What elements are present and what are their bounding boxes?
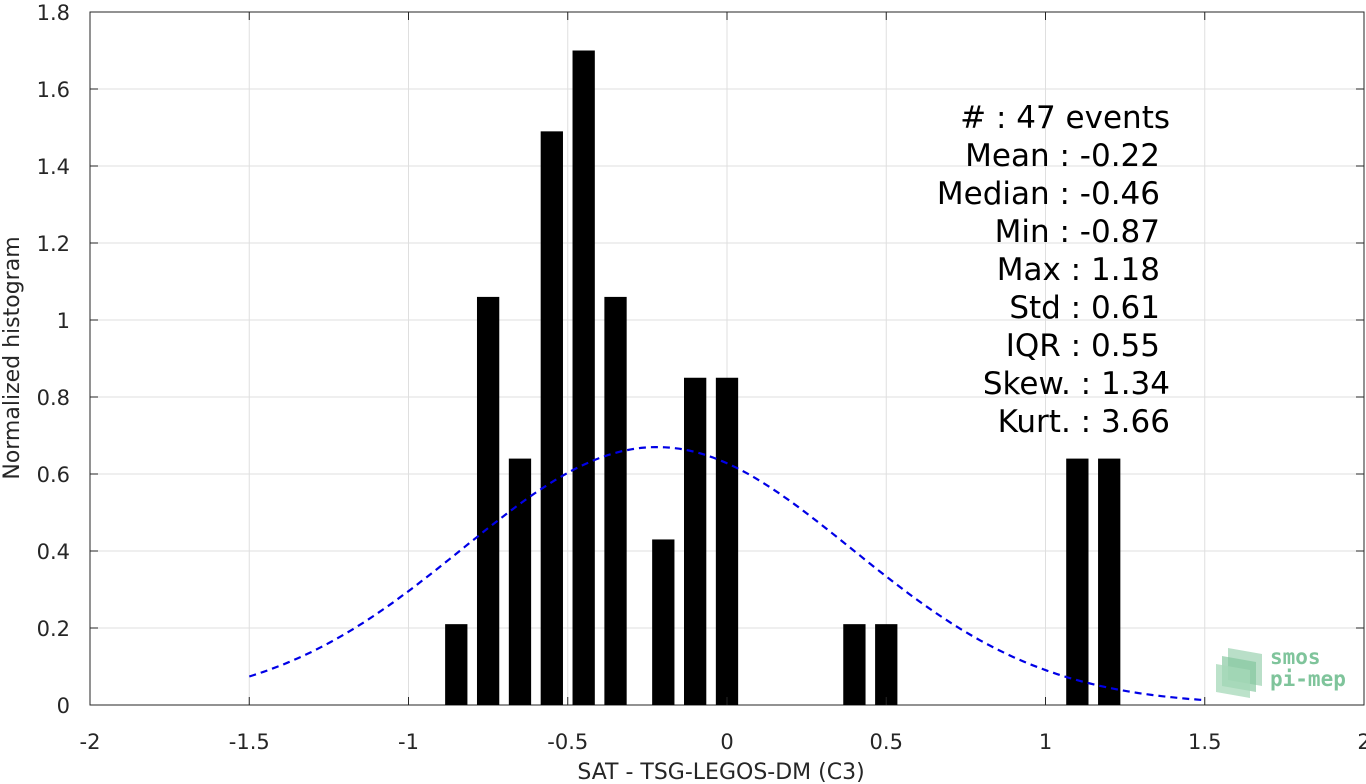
y-tick-label: 0.8 bbox=[37, 386, 70, 410]
stat-line: Kurt. : 3.66 bbox=[998, 404, 1170, 440]
x-tick-label: 1.5 bbox=[1188, 730, 1221, 754]
histogram-bar bbox=[1066, 458, 1089, 705]
y-axis-ticks: 0 0.2 0.4 0.6 0.8 1 1.2 1.4 1.6 1.8 bbox=[37, 1, 1364, 718]
x-tick-label: -1 bbox=[398, 730, 419, 754]
x-tick-label: -1.5 bbox=[229, 730, 270, 754]
histogram-bar bbox=[604, 296, 627, 705]
histogram-bar bbox=[508, 458, 532, 705]
y-tick-label: 1.8 bbox=[37, 1, 70, 25]
histogram-bar bbox=[684, 377, 707, 705]
x-axis-label: SAT - TSG-LEGOS-DM (C3) bbox=[577, 760, 864, 784]
histogram-bar bbox=[476, 296, 500, 705]
x-axis-ticks: -2 -1.5 -1 -0.5 0 0.5 1 1.5 2 bbox=[80, 12, 1366, 754]
logo-text-pi-mep: pi-mep bbox=[1270, 667, 1346, 691]
y-tick-label: 1.4 bbox=[37, 155, 70, 179]
stat-line: Median : -0.46 bbox=[937, 176, 1160, 212]
x-tick-label: 2 bbox=[1357, 730, 1366, 754]
y-tick-label: 0.6 bbox=[37, 463, 70, 487]
y-tick-label: 0.4 bbox=[37, 540, 70, 564]
histogram-bar bbox=[715, 377, 739, 705]
histogram-bar bbox=[1098, 458, 1121, 705]
normal-fit-curve bbox=[248, 446, 1205, 702]
x-tick-label: -2 bbox=[80, 730, 101, 754]
x-tick-label: 0 bbox=[720, 730, 733, 754]
y-tick-label: 0 bbox=[57, 694, 70, 718]
y-tick-label: 1.6 bbox=[37, 78, 70, 102]
logo-text-smos: smos bbox=[1270, 645, 1321, 669]
histogram-bar bbox=[652, 539, 675, 705]
histogram-bars bbox=[445, 50, 1121, 706]
stat-line: Min : -0.87 bbox=[995, 214, 1160, 250]
histogram-bar bbox=[843, 624, 866, 705]
histogram-bar bbox=[540, 131, 563, 706]
y-tick-label: 1.2 bbox=[37, 232, 70, 256]
stat-line: Mean : -0.22 bbox=[965, 138, 1160, 174]
x-tick-label: 0.5 bbox=[870, 730, 903, 754]
stat-line: Std : 0.61 bbox=[1009, 290, 1160, 326]
x-tick-label: -0.5 bbox=[547, 730, 588, 754]
y-tick-label: 0.2 bbox=[37, 617, 70, 641]
stat-line: IQR : 0.55 bbox=[1006, 328, 1160, 364]
x-tick-label: 1 bbox=[1039, 730, 1052, 754]
histogram-bar bbox=[572, 50, 595, 705]
histogram-bar bbox=[445, 624, 468, 705]
logo-layer-icon bbox=[1216, 664, 1250, 698]
y-tick-label: 1 bbox=[57, 309, 70, 333]
smos-pi-mep-logo: smos pi-mep bbox=[1216, 645, 1346, 698]
y-axis-label: Normalized histogram bbox=[0, 236, 25, 479]
stat-line: # : 47 events bbox=[960, 100, 1170, 136]
stat-line: Max : 1.18 bbox=[997, 252, 1160, 288]
histogram-bar bbox=[875, 624, 898, 705]
stat-line: Skew. : 1.34 bbox=[983, 366, 1170, 402]
